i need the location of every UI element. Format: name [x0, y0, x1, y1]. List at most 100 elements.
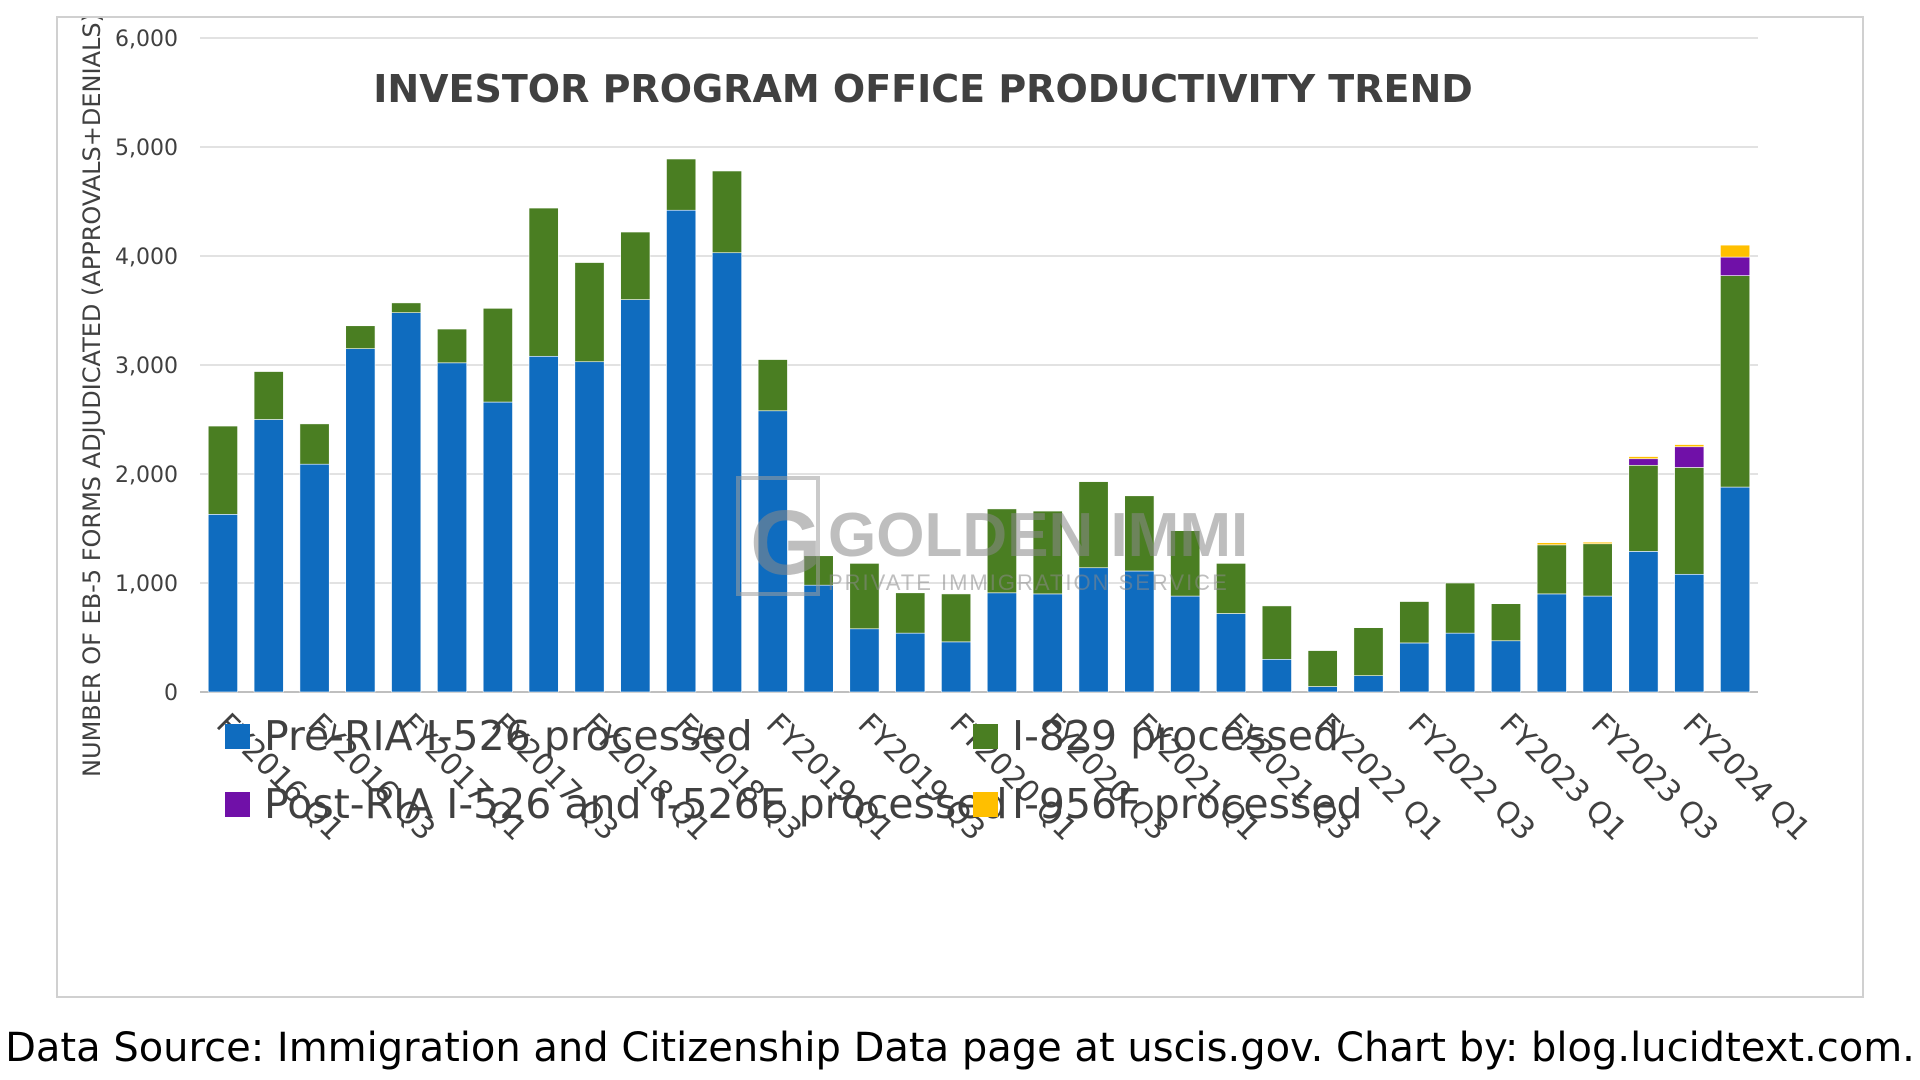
y-tick-label: 2,000: [115, 463, 178, 488]
bar-segment-i829: [757, 359, 788, 412]
bar-segment-i829: [1353, 627, 1384, 676]
bar-segment-pre-ria-i526: [391, 312, 422, 693]
watermark-name: GOLDEN IMMI: [828, 501, 1248, 570]
bar-segment-i829: [986, 508, 1017, 594]
watermark-logo: G GOLDEN IMMI PRIVATE IMMIGRATION SERVIC…: [736, 476, 1248, 596]
bar-segment-i829: [666, 158, 697, 211]
bar-segment-i829: [299, 423, 330, 465]
bar-segment-pre-ria-i526: [941, 641, 972, 693]
bar-segment-pre-ria-i526: [1445, 632, 1476, 693]
chart-title: INVESTOR PROGRAM OFFICE PRODUCTIVITY TRE…: [373, 67, 1473, 111]
bar-segment-pre-ria-i526: [1216, 613, 1246, 693]
bar-segment-pre-ria-i526: [895, 632, 926, 693]
bar-segment-i829: [895, 592, 926, 634]
y-tick-label: 0: [164, 681, 178, 706]
bar-segment-pre-ria-i526: [482, 401, 513, 693]
bar-segment-i829: [1078, 481, 1109, 569]
bars: [207, 158, 1751, 693]
bar-segment-pre-ria-i526: [1491, 640, 1521, 693]
bar-segment-pre-ria-i526: [1353, 675, 1384, 693]
bar-segment-pre-ria-i526: [528, 355, 559, 693]
bar-segment-i829: [391, 302, 422, 313]
bar-segment-i829: [1032, 510, 1063, 595]
bar-segment-i829: [1445, 582, 1476, 634]
bar-segment-i829: [1170, 530, 1201, 597]
watermark-tagline: PRIVATE IMMIGRATION SERVICE: [828, 570, 1229, 595]
y-tick-label: 5,000: [115, 136, 178, 161]
bar-segment-i829: [1674, 467, 1705, 575]
bar-segment-pre-ria-i526: [1078, 567, 1109, 693]
legend-swatch-i956f: [973, 791, 998, 817]
bar-segment-i829: [437, 328, 467, 364]
bar-segment-i829: [1491, 603, 1521, 642]
legend-item-i829: I-829 processed: [973, 712, 1339, 760]
bar-segment-i956f: [1674, 444, 1705, 448]
bar-segment-pre-ria-i526: [803, 584, 834, 693]
legend-swatch-pre-ria-i526: [225, 723, 250, 749]
bar-segment-pre-ria-i526: [1124, 570, 1155, 693]
bar-segment-i829: [345, 325, 376, 349]
bar-segment-i956f: [1628, 456, 1659, 460]
bar-segment-pre-ria-i526: [1536, 593, 1567, 693]
bar-segment-i829: [528, 207, 559, 357]
bar-segment-pre-ria-i526: [712, 252, 742, 693]
y-tick-label: 4,000: [115, 245, 178, 270]
bar-segment-i829: [712, 170, 742, 254]
bar-segment-i829: [941, 593, 972, 643]
source-note: Data Source: Immigration and Citizenship…: [5, 1025, 1915, 1071]
watermark-frame: [736, 476, 820, 596]
bar-segment-i829: [482, 308, 513, 403]
bar-segment-pre-ria-i526: [757, 410, 788, 693]
legend-item-post-ria-i526: Post-RIA I-526 and I-526E processed: [225, 780, 1007, 828]
chart-frame: 0 1,000 2,000 3,000 4,000 5,000 6,000 FY2016 Q…: [56, 16, 1864, 998]
legend-item-pre-ria-i526: Pre-RIA I-526 processed: [225, 712, 753, 760]
bar-segment-pre-ria-i526: [437, 362, 467, 693]
legend-label-pre-ria-i526: Pre-RIA I-526 processed: [264, 712, 753, 760]
bar-segment-pre-ria-i526: [1399, 642, 1430, 693]
bar-segment-i829: [1628, 464, 1659, 552]
bar-segment-pre-ria-i526: [345, 348, 376, 693]
bar-segment-i829: [1216, 563, 1246, 614]
bar-segment-i829: [1261, 605, 1292, 660]
bar-segment-pre-ria-i526: [1582, 595, 1613, 693]
bar-segment-pre-ria-i526: [207, 514, 238, 693]
bar-segment-i956f: [1720, 244, 1751, 258]
bar-segment-i829: [1307, 650, 1338, 687]
bar-segment-i829: [253, 371, 284, 420]
bar-segment-i956f: [1536, 542, 1567, 546]
bar-segment-pre-ria-i526: [620, 299, 651, 693]
y-tick-label: 3,000: [115, 354, 178, 379]
bar-segment-i956f: [1582, 541, 1613, 545]
bar-segment-i829: [1536, 544, 1567, 595]
bar-segment-pre-ria-i526: [666, 209, 697, 693]
legend-label-i829: I-829 processed: [1012, 712, 1339, 760]
bar-segment-post-ria-i526: [1628, 458, 1659, 466]
bar-segment-pre-ria-i526: [253, 419, 284, 693]
y-tick-label: 6,000: [115, 27, 178, 52]
y-tick-labels: 0 1,000 2,000 3,000 4,000 5,000 6,000: [115, 27, 178, 706]
bar-segment-pre-ria-i526: [1674, 573, 1705, 693]
bar-segment-i829: [1720, 275, 1751, 488]
bar-segment-pre-ria-i526: [299, 463, 330, 693]
bar-segment-pre-ria-i526: [574, 361, 605, 693]
bar-segment-i829: [849, 563, 880, 630]
bar-segment-post-ria-i526: [1674, 446, 1705, 468]
bar-segment-pre-ria-i526: [986, 592, 1017, 693]
bar-segment-pre-ria-i526: [849, 628, 880, 693]
legend-label-i956f: I-956F processed: [1012, 780, 1363, 828]
bar-segment-pre-ria-i526: [1307, 686, 1338, 693]
bar-segment-post-ria-i526: [1720, 256, 1751, 276]
watermark-g-glyph: G: [750, 492, 822, 594]
bar-segment-i829: [574, 262, 605, 363]
legend-label-post-ria-i526: Post-RIA I-526 and I-526E processed: [264, 780, 1008, 828]
bar-segment-pre-ria-i526: [1261, 658, 1292, 693]
bar-segment-pre-ria-i526: [1170, 595, 1201, 693]
bar-segment-i829: [620, 231, 651, 300]
bar-segment-i829: [207, 425, 238, 515]
bar-segment-pre-ria-i526: [1720, 486, 1751, 693]
bar-segment-pre-ria-i526: [1032, 593, 1063, 693]
bar-segment-pre-ria-i526: [1628, 551, 1659, 693]
y-axis-label: NUMBER OF EB-5 FORMS ADJUDICATED (APPROV…: [78, 18, 106, 777]
bar-segment-i829: [1399, 601, 1430, 644]
